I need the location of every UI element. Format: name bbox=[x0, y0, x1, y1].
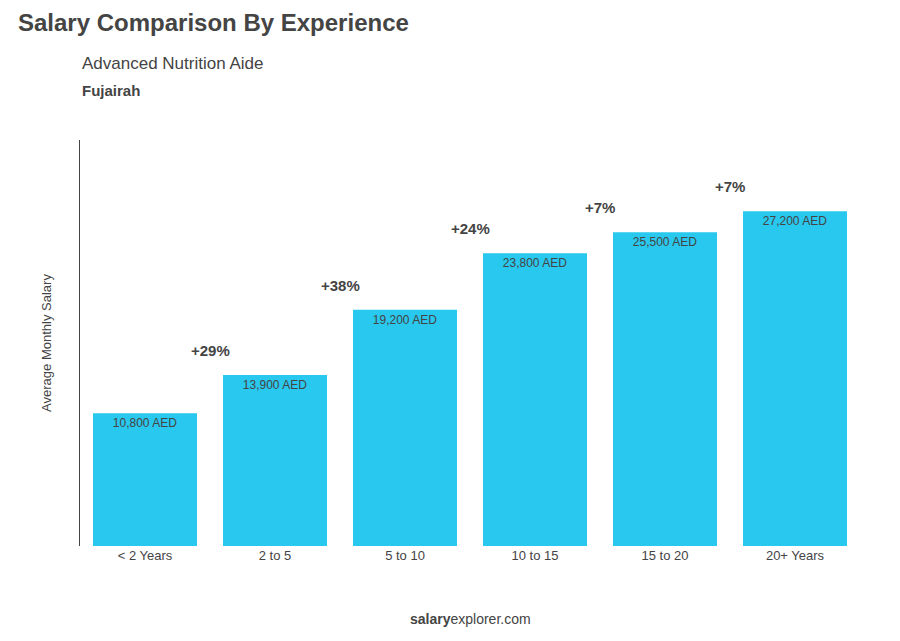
svg-text:+7%: +7% bbox=[715, 178, 745, 195]
svg-text:19,200 AED: 19,200 AED bbox=[373, 313, 437, 327]
svg-text:20+ Years: 20+ Years bbox=[766, 548, 825, 563]
svg-text:Average Monthly Salary: Average Monthly Salary bbox=[39, 274, 54, 412]
svg-text:Salary Comparison By Experienc: Salary Comparison By Experience bbox=[18, 9, 409, 36]
svg-text:salaryexplorer.com: salaryexplorer.com bbox=[410, 611, 531, 627]
svg-text:10,800 AED: 10,800 AED bbox=[113, 416, 177, 430]
svg-text:Advanced Nutrition Aide: Advanced Nutrition Aide bbox=[82, 54, 263, 73]
svg-text:27,200 AED: 27,200 AED bbox=[763, 214, 827, 228]
svg-text:13,900 AED: 13,900 AED bbox=[243, 378, 307, 392]
svg-text:10 to 15: 10 to 15 bbox=[512, 548, 559, 563]
svg-text:5 to 10: 5 to 10 bbox=[385, 548, 425, 563]
svg-text:Fujairah: Fujairah bbox=[82, 82, 140, 99]
svg-text:15 to 20: 15 to 20 bbox=[642, 548, 689, 563]
svg-text:+7%: +7% bbox=[585, 199, 615, 216]
svg-text:+38%: +38% bbox=[321, 277, 360, 294]
svg-text:< 2 Years: < 2 Years bbox=[118, 548, 173, 563]
svg-text:2 to 5: 2 to 5 bbox=[259, 548, 292, 563]
svg-text:23,800 AED: 23,800 AED bbox=[503, 256, 567, 270]
svg-text:25,500 AED: 25,500 AED bbox=[633, 235, 697, 249]
svg-text:+29%: +29% bbox=[191, 342, 230, 359]
svg-text:+24%: +24% bbox=[451, 220, 490, 237]
